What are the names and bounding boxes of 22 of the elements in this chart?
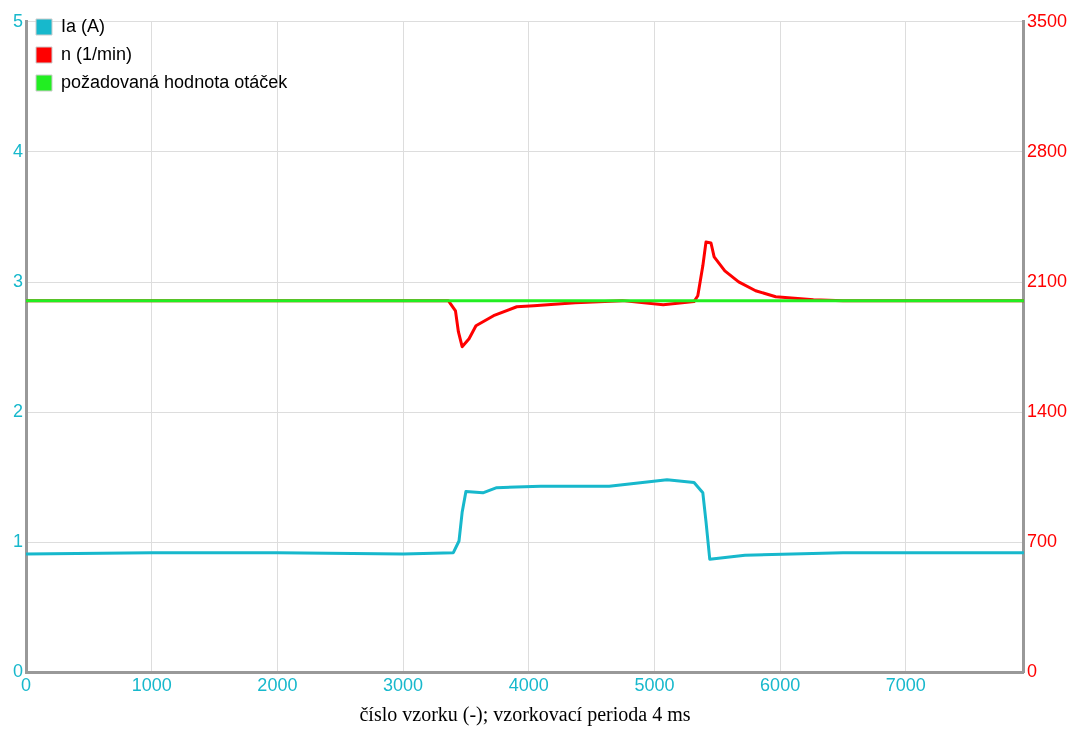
x-tick-label: 6000 [760, 675, 801, 696]
x-axis-title: číslo vzorku (-); vzorkovací perioda 4 ms [359, 703, 691, 727]
x-tick-label: 2000 [257, 675, 298, 696]
y-tick-label: 4 [13, 140, 24, 161]
x-tick-label: 3000 [383, 675, 424, 696]
y2-tick-label: 2800 [1026, 140, 1067, 161]
y2-tick-label: 700 [1026, 531, 1057, 552]
x-tick-label: 4000 [508, 675, 549, 696]
y2-tick-label: 3500 [1026, 10, 1067, 31]
y2-tick-label: 1400 [1026, 401, 1067, 422]
x-tick-label: 7000 [885, 675, 926, 696]
legend-label: požadovaná hodnota otáček [61, 71, 289, 92]
y2-tick-label: 0 [1026, 661, 1037, 682]
legend-label: n (1/min) [61, 43, 133, 64]
y-tick-label: 2 [13, 401, 24, 422]
legend-label: Ia (A) [61, 15, 106, 36]
y2-tick-label: 2100 [1026, 271, 1067, 292]
y-tick-label: 5 [13, 10, 24, 31]
x-tick-label: 5000 [634, 675, 675, 696]
y-tick-label: 1 [13, 531, 24, 552]
x-tick-label: 1000 [131, 675, 172, 696]
y-tick-label: 3 [13, 271, 24, 292]
